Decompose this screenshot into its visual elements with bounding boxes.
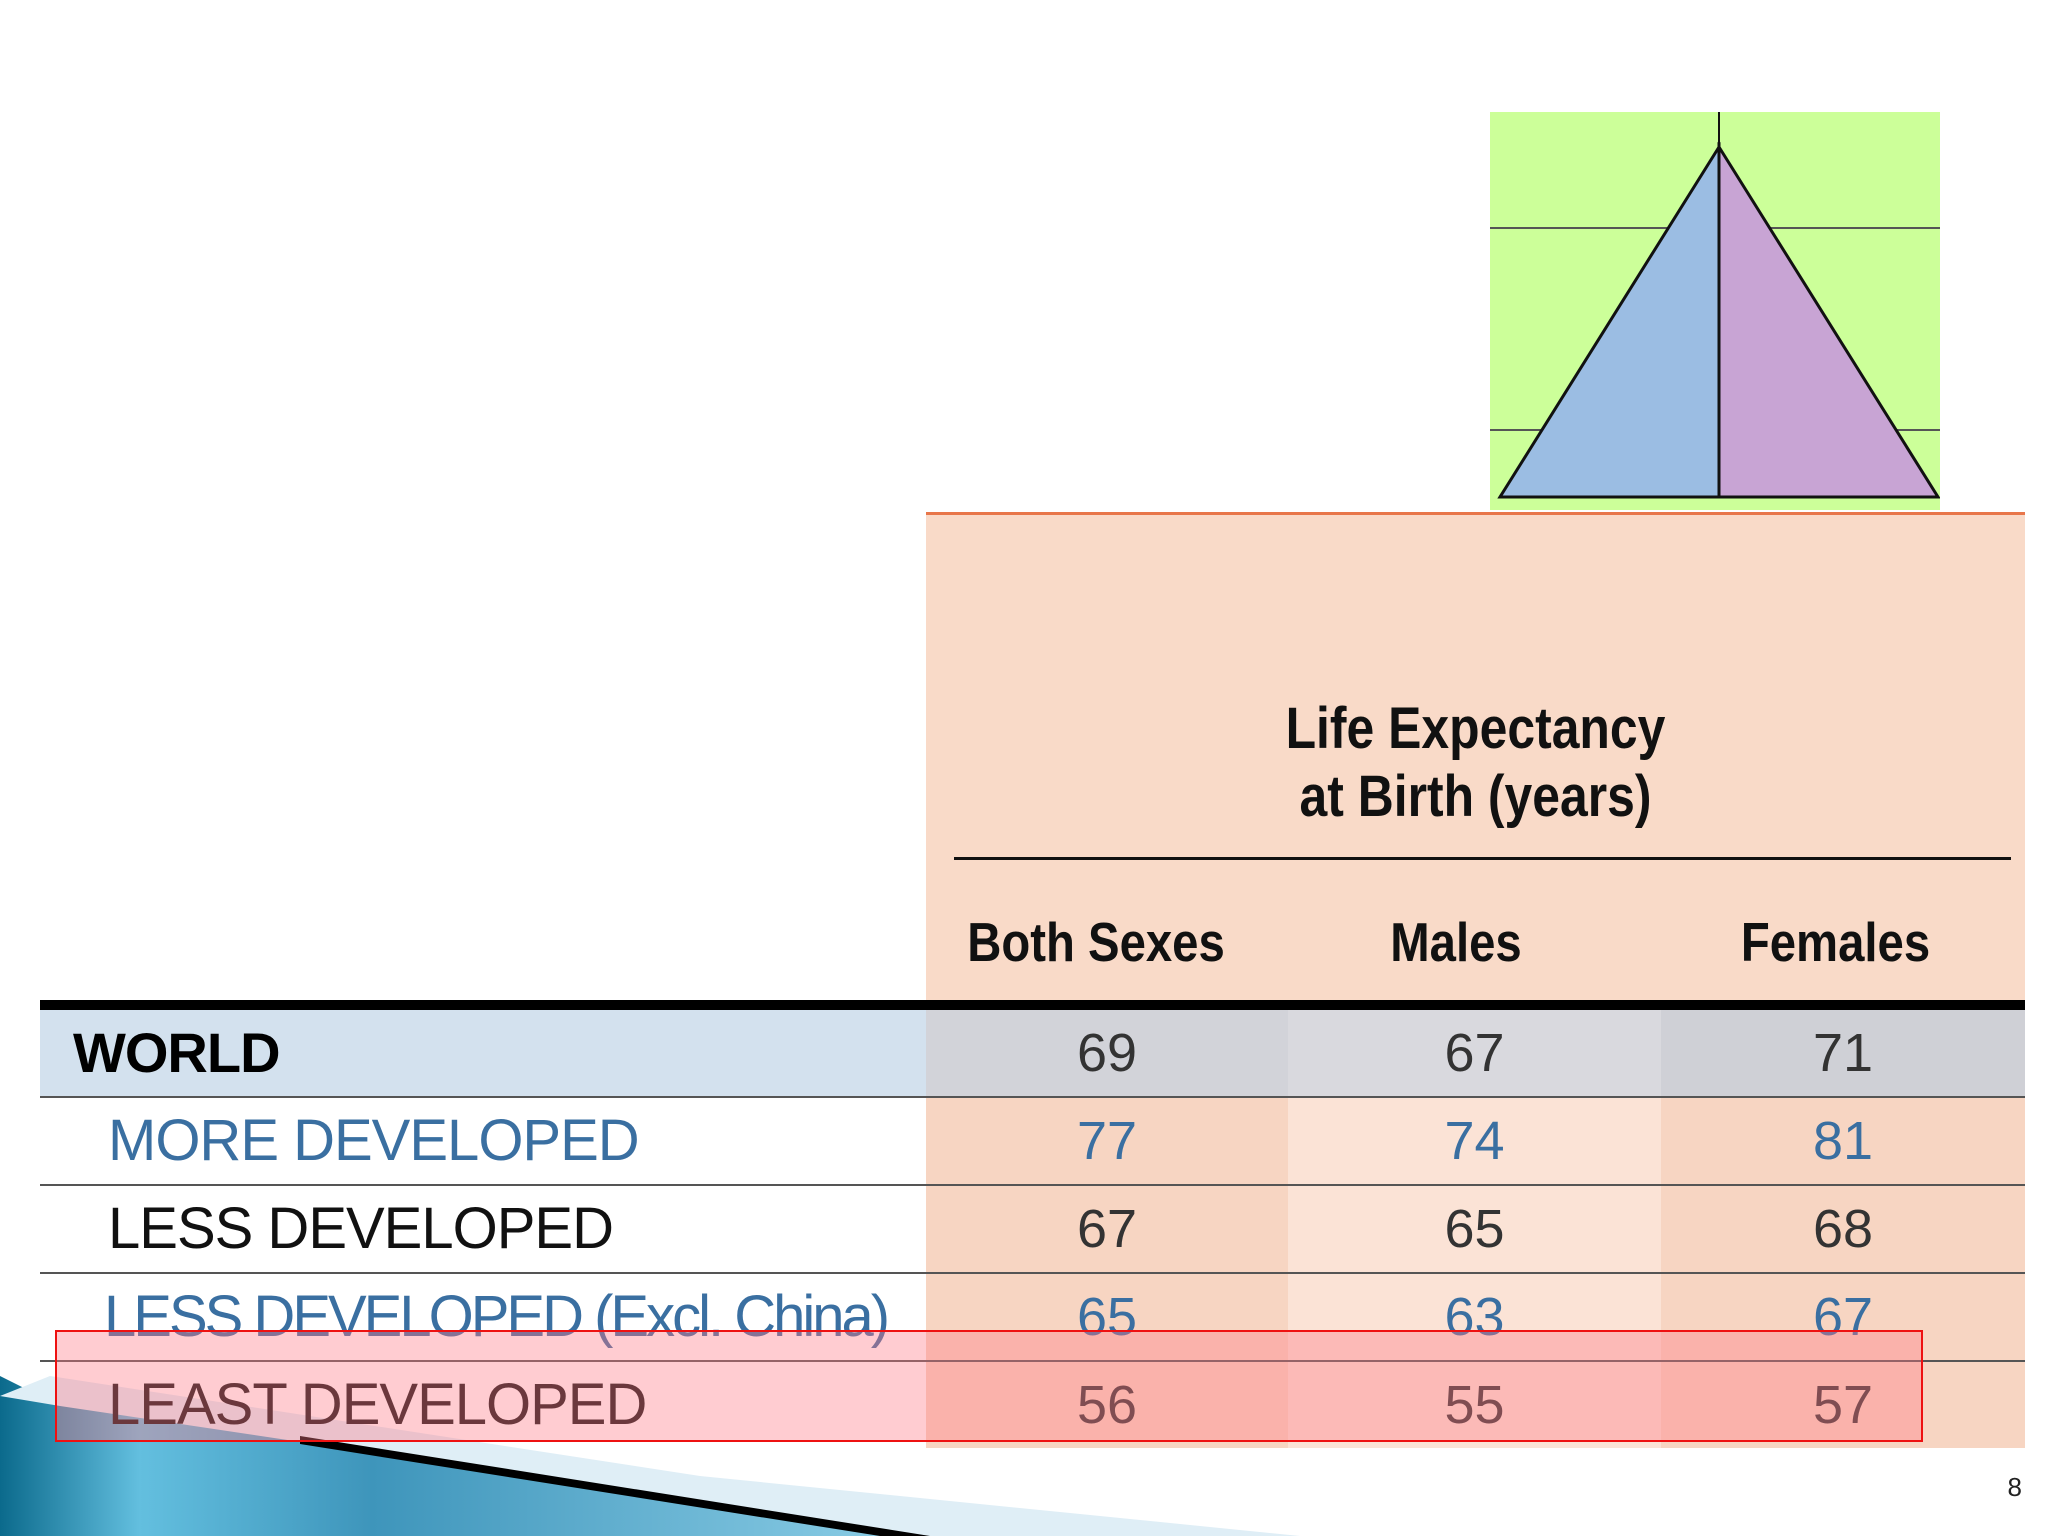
cell-males: 67 (1288, 1010, 1661, 1096)
table-row-more-developed: MORE DEVELOPED 77 74 81 (40, 1098, 2025, 1186)
slide-page-number: 8 (2007, 1472, 2022, 1502)
row-label: WORLD (73, 1021, 281, 1084)
population-pyramid-icon (1490, 112, 1940, 510)
column-header-females: Females (1740, 911, 1931, 973)
cell-females: 68 (1661, 1186, 2025, 1272)
table-header-title: Life Expectancy at Birth (years) (1003, 695, 1948, 831)
row-label: MORE DEVELOPED (108, 1108, 640, 1173)
cell-females: 71 (1661, 1010, 2025, 1096)
row-label: LEAST DEVELOPED (108, 1372, 647, 1437)
slide-swoosh-decoration (0, 1376, 1300, 1536)
cell-females: 57 (1661, 1362, 2025, 1448)
cell-males: 65 (1288, 1186, 1661, 1272)
least-developed-highlight-box (55, 1330, 1923, 1442)
row-label: LESS DEVELOPED (108, 1196, 614, 1261)
table-body: WORLD 69 67 71 MORE DEVELOPED 77 74 81 L… (40, 1000, 2025, 1448)
header-title-line-1: Life Expectancy (1285, 696, 1666, 761)
cell-both-sexes: 69 (926, 1010, 1288, 1096)
cell-males: 74 (1288, 1098, 1661, 1184)
cell-males: 63 (1288, 1274, 1661, 1360)
cell-males: 55 (1288, 1362, 1661, 1448)
column-header-males: Males (1390, 911, 1522, 973)
table-row-less-developed: LESS DEVELOPED 67 65 68 (40, 1186, 2025, 1274)
header-title-line-2: at Birth (years) (1299, 764, 1652, 829)
table-top-rule (40, 1000, 2025, 1010)
table-row-less-developed-excl-china: LESS DEVELOPED (Excl. China) 65 63 67 (40, 1274, 2025, 1362)
cell-both-sexes: 67 (926, 1186, 1288, 1272)
table-row-world: WORLD 69 67 71 (40, 1010, 2025, 1098)
cell-both-sexes: 56 (926, 1362, 1288, 1448)
table-header: Life Expectancy at Birth (years) Both Se… (926, 512, 2025, 1000)
header-divider (954, 857, 2011, 860)
row-label: LESS DEVELOPED (Excl. China) (104, 1284, 890, 1349)
table-row-least-developed: LEAST DEVELOPED 56 55 57 (40, 1362, 2025, 1448)
cell-both-sexes: 77 (926, 1098, 1288, 1184)
cell-females: 81 (1661, 1098, 2025, 1184)
cell-both-sexes: 65 (926, 1274, 1288, 1360)
column-header-both-sexes: Both Sexes (967, 911, 1225, 973)
cell-females: 67 (1661, 1274, 2025, 1360)
